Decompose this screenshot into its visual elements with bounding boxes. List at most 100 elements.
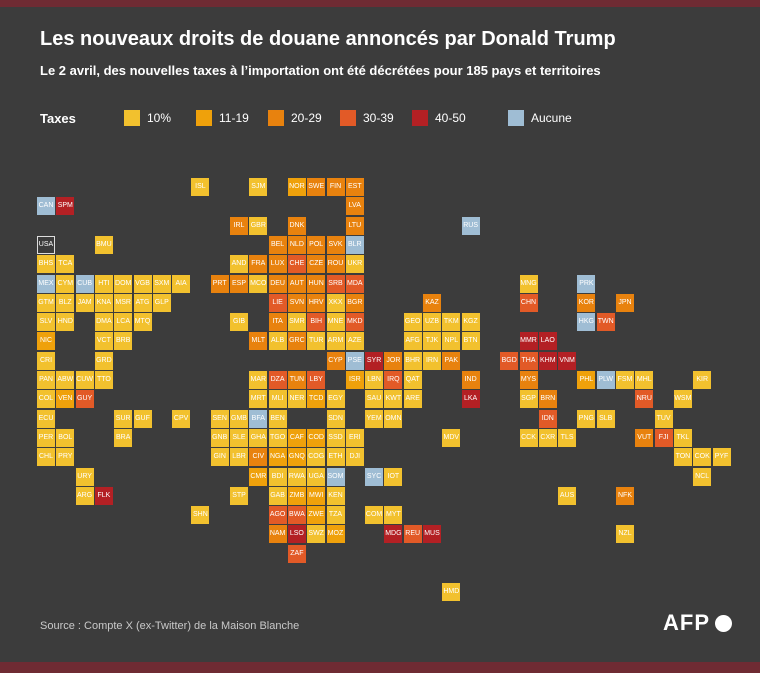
country-tile-tls: TLS: [558, 428, 577, 447]
country-tile-hkg: HKG: [577, 313, 596, 332]
country-tile-lka: LKA: [461, 390, 480, 409]
page-subtitle: Le 2 avril, des nouvelles taxes à l’impo…: [40, 63, 601, 78]
country-tile-sjm: SJM: [249, 178, 268, 196]
country-tile-ago: AGO: [268, 506, 287, 525]
page-title: Les nouveaux droits de douane annoncés p…: [40, 28, 616, 50]
country-tile-bih: BIH: [307, 313, 326, 332]
legend-items: 10% 11-19 20-29 30-39 40-50 Aucune: [124, 110, 572, 126]
country-tile-lca: LCA: [114, 313, 133, 332]
country-tile-nor: NOR: [287, 178, 306, 196]
country-tile-geo: GEO: [403, 313, 422, 332]
country-tile-shn: SHN: [191, 506, 210, 525]
country-tile-cok: COK: [693, 448, 712, 467]
country-tile-slb: SLB: [596, 409, 615, 428]
country-tile-mys: MYS: [519, 371, 538, 389]
bottom-accent-bar: [0, 662, 760, 673]
country-tile-civ: CIV: [249, 448, 268, 467]
country-tile-swe: SWE: [307, 178, 326, 196]
country-tile-iot: IOT: [384, 467, 403, 486]
country-tile-arg: ARG: [75, 486, 94, 505]
country-tile-mar: MAR: [249, 371, 268, 389]
country-tile-ecu: ECU: [37, 409, 55, 428]
legend-item-none: Aucune: [508, 110, 572, 126]
country-tile-sau: SAU: [365, 390, 384, 409]
country-tile-uzb: UZB: [423, 313, 441, 332]
country-tile-tun: TUN: [287, 371, 306, 389]
country-tile-bgr: BGR: [345, 293, 364, 312]
country-tile-syr: SYR: [365, 351, 384, 370]
country-tile-tha: THA: [519, 351, 538, 370]
country-tile-blz: BLZ: [56, 293, 75, 312]
country-tile-mrt: MRT: [249, 390, 268, 409]
country-tile-vct: VCT: [94, 332, 113, 351]
country-tile-smr: SMR: [287, 313, 306, 332]
country-tile-mwi: MWI: [307, 486, 326, 505]
country-tile-che: CHE: [287, 255, 306, 274]
country-tile-bwa: BWA: [287, 506, 306, 525]
country-tile-npl: NPL: [442, 332, 461, 351]
legend-swatch-11-19: [196, 110, 212, 126]
country-tile-cmr: CMR: [249, 467, 268, 486]
country-tile-mlt: MLT: [249, 332, 268, 351]
country-tile-aut: AUT: [287, 274, 306, 293]
country-tile-cub: CUB: [75, 274, 94, 293]
country-tile-rus: RUS: [461, 216, 480, 235]
country-tile-vnm: VNM: [558, 351, 577, 370]
legend-label: Taxes: [40, 110, 76, 126]
country-tile-yem: YEM: [365, 409, 384, 428]
country-tile-aus: AUS: [558, 486, 577, 505]
country-tile-kna: KNA: [94, 293, 113, 312]
country-tile-idn: IDN: [538, 409, 557, 428]
country-tile-ind: IND: [461, 371, 480, 389]
country-tile-abw: ABW: [56, 371, 75, 389]
country-tile-cck: CCK: [519, 428, 538, 447]
country-tile-tto: TTO: [94, 371, 113, 389]
country-tile-tur: TUR: [307, 332, 326, 351]
country-tile-omn: OMN: [384, 409, 403, 428]
country-tile-zaf: ZAF: [287, 544, 306, 563]
legend: Taxes 10% 11-19 20-29 30-39 40-50 Aucune: [40, 110, 572, 126]
legend-item-label: 10%: [147, 111, 172, 125]
country-tile-cod: COD: [307, 428, 326, 447]
country-tile-flk: FLK: [94, 486, 113, 505]
legend-item-20-29: 20-29: [268, 110, 340, 126]
country-tile-srb: SRB: [326, 274, 345, 293]
country-tile-bhr: BHR: [403, 351, 422, 370]
country-tile-bol: BOL: [56, 428, 75, 447]
country-tile-pry: PRY: [56, 448, 75, 467]
afp-logo-circle-icon: [715, 614, 732, 632]
country-tile-kaz: KAZ: [423, 293, 441, 312]
country-tile-mdg: MDG: [384, 525, 403, 544]
country-tile-phl: PHL: [577, 371, 596, 389]
country-tile-gin: GIN: [210, 448, 229, 467]
country-tile-cym: CYM: [56, 274, 75, 293]
afp-logo: AFP: [663, 610, 732, 636]
country-tile-swz: SWZ: [307, 525, 326, 544]
country-tile-twn: TWN: [596, 313, 615, 332]
legend-item-30-39: 30-39: [340, 110, 412, 126]
country-tile-uga: UGA: [307, 467, 326, 486]
country-tile-sdn: SDN: [326, 409, 345, 428]
country-tile-irq: IRQ: [384, 371, 403, 389]
country-tile-gha: GHA: [249, 428, 268, 447]
country-tile-bdi: BDI: [268, 467, 287, 486]
country-tile-mkd: MKD: [345, 313, 364, 332]
country-tile-cpv: CPV: [172, 409, 191, 428]
country-tile-stp: STP: [230, 486, 248, 505]
country-tile-khm: KHM: [538, 351, 557, 370]
country-tile-aze: AZE: [345, 332, 364, 351]
country-tile-caf: CAF: [287, 428, 306, 447]
country-tile-est: EST: [345, 178, 364, 196]
country-tile-can: CAN: [37, 197, 55, 216]
country-tile-lby: LBY: [307, 371, 326, 389]
country-tile-hun: HUN: [307, 274, 326, 293]
country-tile-bra: BRA: [114, 428, 133, 447]
country-tile-deu: DEU: [268, 274, 287, 293]
country-tile-mhl: MHL: [635, 371, 654, 389]
country-tile-nzl: NZL: [616, 525, 634, 544]
country-tile-slv: SLV: [37, 313, 55, 332]
country-tile-dnk: DNK: [287, 216, 306, 235]
country-tile-qat: QAT: [403, 371, 422, 389]
country-tile-tcd: TCD: [307, 390, 326, 409]
